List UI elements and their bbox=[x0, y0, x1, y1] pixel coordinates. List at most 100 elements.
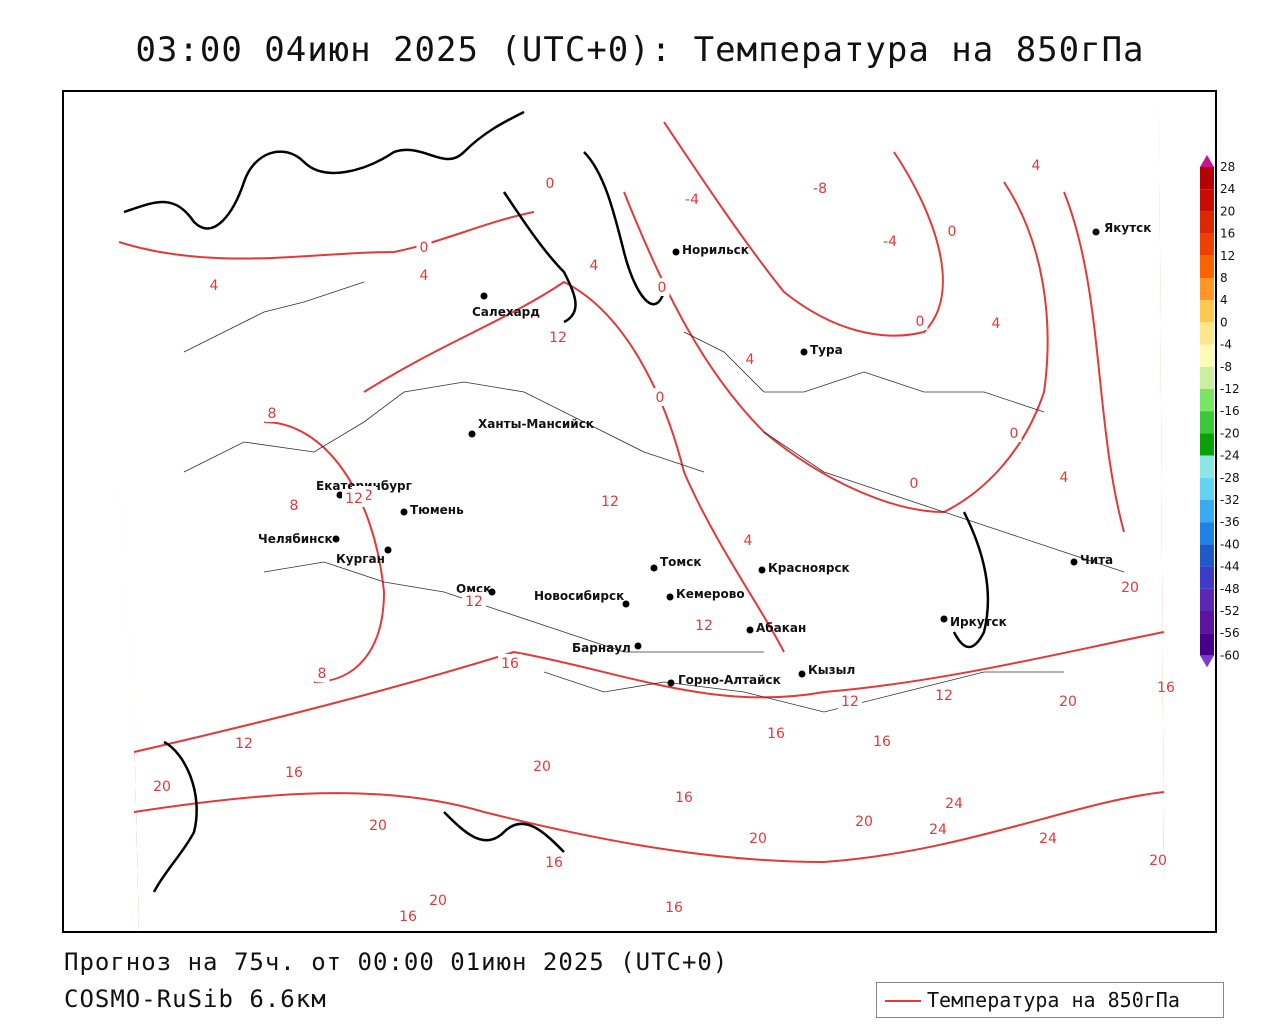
svg-text:20: 20 bbox=[1121, 580, 1139, 596]
svg-text:Абакан: Абакан bbox=[756, 621, 806, 635]
svg-text:Норильск: Норильск bbox=[682, 243, 749, 257]
colorbar-tick-label: 4 bbox=[1220, 293, 1228, 307]
contour-label: 20 bbox=[1056, 692, 1080, 710]
svg-text:24: 24 bbox=[929, 822, 947, 838]
city-kemerovo[interactable]: Кемерово bbox=[666, 587, 745, 601]
svg-text:16: 16 bbox=[1157, 680, 1175, 696]
svg-text:0: 0 bbox=[658, 280, 667, 296]
contour-label: 24 bbox=[942, 794, 966, 812]
contour-label: 4 bbox=[742, 350, 758, 368]
contour-label: 8 bbox=[264, 404, 280, 422]
contour-label: 16 bbox=[1154, 678, 1178, 696]
contour-label: 20 bbox=[426, 891, 450, 909]
contour-label: 8 bbox=[286, 496, 302, 514]
colorbar-tick-label: -36 bbox=[1220, 515, 1240, 529]
city-kyzyl[interactable]: Кызыл bbox=[798, 663, 856, 678]
contour-label: 4 bbox=[988, 314, 1004, 332]
city-tura[interactable]: Тура bbox=[800, 343, 843, 357]
contour-label: 20 bbox=[746, 829, 770, 847]
city-kurgan[interactable]: Курган bbox=[336, 546, 392, 567]
colorbar-tick-label: 8 bbox=[1220, 271, 1228, 285]
contour-label: 16 bbox=[282, 763, 306, 781]
colorbar-swatch bbox=[1200, 588, 1214, 611]
contour-label: 20 bbox=[366, 816, 390, 834]
svg-text:16: 16 bbox=[665, 900, 683, 916]
city-chita[interactable]: Чита bbox=[1070, 553, 1114, 567]
contour-label: 0 bbox=[416, 238, 432, 256]
city-novosibirsk[interactable]: Новосибирск bbox=[534, 589, 630, 608]
svg-text:Челябинск: Челябинск bbox=[258, 532, 333, 546]
city-norilsk[interactable]: Норильск bbox=[672, 243, 749, 257]
color-scale: 28 24 20 16 12 8 4 0 -4 -8 -12 -16 -20 -24 -28 -32 -36 -4… bbox=[1198, 155, 1278, 690]
colorbar-swatch bbox=[1200, 189, 1214, 212]
svg-text:16: 16 bbox=[285, 765, 303, 781]
city-barnaul[interactable]: Барнаул bbox=[572, 641, 642, 655]
svg-text:20: 20 bbox=[429, 893, 447, 909]
contour-label: -4 bbox=[680, 190, 704, 208]
svg-text:16: 16 bbox=[501, 656, 519, 672]
city-krasnoyarsk[interactable]: Красноярск bbox=[758, 561, 850, 575]
contour-label: 24 bbox=[1036, 829, 1060, 847]
temperature-map[interactable]: Якутск Норильск Салехард Тура Ханты-Манс… bbox=[62, 90, 1217, 933]
svg-text:12: 12 bbox=[549, 330, 567, 346]
svg-text:20: 20 bbox=[369, 818, 387, 834]
svg-text:12: 12 bbox=[695, 618, 713, 634]
svg-text:20: 20 bbox=[749, 831, 767, 847]
admin-borders bbox=[183, 281, 1125, 713]
city-tyumen[interactable]: Тюмень bbox=[400, 503, 465, 517]
colorbar-tick-label: -20 bbox=[1220, 426, 1240, 440]
contour-label: 4 bbox=[1056, 468, 1072, 486]
contour-label: 0 bbox=[906, 474, 922, 492]
svg-text:16: 16 bbox=[545, 855, 563, 871]
svg-text:0: 0 bbox=[420, 240, 429, 256]
contour-label: 0 bbox=[912, 312, 928, 330]
legend-line-swatch bbox=[885, 1000, 921, 1002]
contour-label: 24 bbox=[926, 820, 950, 838]
city-yakutsk[interactable]: Якутск bbox=[1092, 221, 1152, 236]
colorbar-swatch bbox=[1200, 522, 1214, 545]
svg-text:12: 12 bbox=[601, 494, 619, 510]
contour-label: 16 bbox=[764, 724, 788, 742]
contour-label: 12 bbox=[598, 492, 622, 510]
svg-text:4: 4 bbox=[590, 258, 599, 274]
forecast-info: Прогноз на 75ч. от 00:00 01июн 2025 (UTC… bbox=[64, 948, 729, 976]
colorbar-top-arrow bbox=[1200, 155, 1214, 167]
contour-label: 0 bbox=[654, 278, 670, 296]
city-chelyabinsk[interactable]: Челябинск bbox=[258, 532, 340, 546]
city-tomsk[interactable]: Томск bbox=[650, 555, 702, 572]
city-abakan[interactable]: Абакан bbox=[746, 621, 807, 635]
svg-text:-4: -4 bbox=[883, 234, 897, 250]
svg-text:8: 8 bbox=[318, 666, 327, 682]
isotherms bbox=[118, 121, 1165, 864]
colorbar-swatch bbox=[1200, 211, 1214, 234]
legend-box: Температура на 850гПа bbox=[876, 982, 1224, 1018]
colorbar-tick-label: -4 bbox=[1220, 338, 1232, 352]
colorbar-swatch bbox=[1200, 566, 1214, 589]
city-irkutsk[interactable]: Иркутск bbox=[940, 615, 1007, 629]
contour-label: 0 bbox=[542, 174, 558, 192]
contour-label: 16 bbox=[870, 732, 894, 750]
svg-text:-8: -8 bbox=[813, 181, 827, 197]
contour-label: 12 bbox=[838, 692, 862, 710]
city-salekhard[interactable]: Салехард bbox=[472, 292, 540, 320]
contour-label: 16 bbox=[662, 898, 686, 916]
contour-label: 16 bbox=[672, 788, 696, 806]
svg-text:8: 8 bbox=[290, 498, 299, 514]
city-khanty-mansiysk[interactable]: Ханты-Мансийск bbox=[468, 417, 594, 438]
colorbar-tick-label: -12 bbox=[1220, 382, 1240, 396]
svg-text:Иркутск: Иркутск bbox=[950, 615, 1007, 629]
svg-text:Тюмень: Тюмень bbox=[410, 503, 464, 517]
svg-text:16: 16 bbox=[675, 790, 693, 806]
contour-label: 12 bbox=[232, 734, 256, 752]
colorbar-swatch bbox=[1200, 455, 1214, 478]
svg-text:0: 0 bbox=[1010, 426, 1019, 442]
city-gorno-altaysk[interactable]: Горно-Алтайск bbox=[667, 673, 781, 687]
colorbar-bottom-arrow bbox=[1200, 655, 1214, 668]
svg-text:4: 4 bbox=[1060, 470, 1069, 486]
colorbar-tick-label: 0 bbox=[1220, 315, 1228, 329]
contour-label: 4 bbox=[586, 256, 602, 274]
colorbar-swatch bbox=[1200, 544, 1214, 567]
contour-label: 20 bbox=[150, 777, 174, 795]
colorbar-swatch bbox=[1200, 389, 1214, 412]
svg-text:4: 4 bbox=[992, 316, 1001, 332]
